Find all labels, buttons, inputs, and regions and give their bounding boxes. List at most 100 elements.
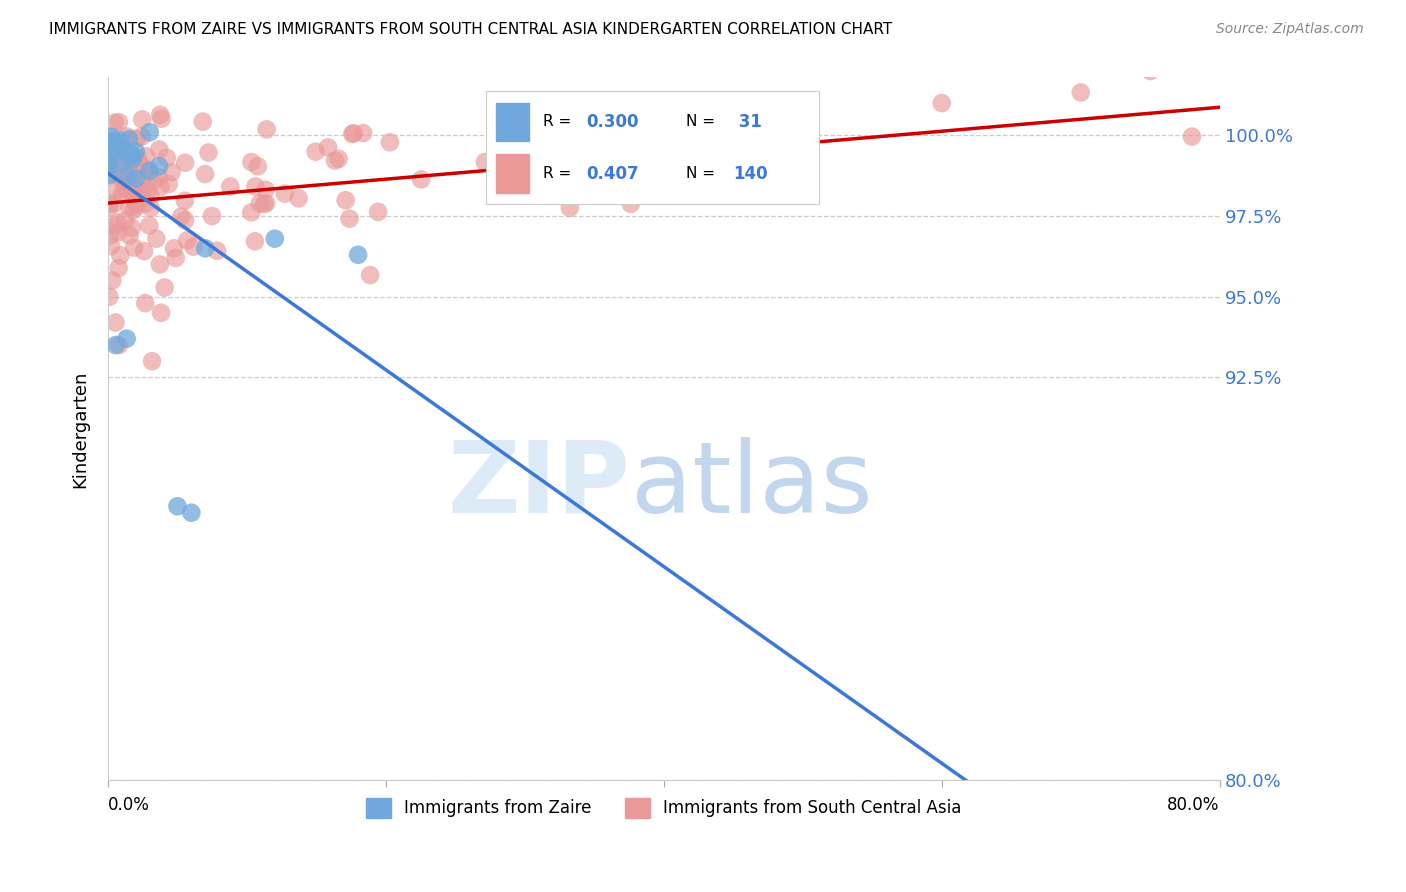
Point bbox=[128, 155, 150, 169]
Point bbox=[118, 200, 141, 214]
Point bbox=[567, 162, 589, 177]
Point bbox=[693, 170, 716, 185]
Point bbox=[174, 155, 197, 169]
Point bbox=[149, 108, 172, 122]
Point bbox=[254, 183, 277, 197]
Point bbox=[98, 290, 121, 304]
Point bbox=[121, 220, 143, 235]
Point bbox=[287, 191, 309, 205]
Point bbox=[101, 161, 124, 176]
Point bbox=[135, 149, 157, 163]
Point bbox=[108, 154, 131, 169]
Point bbox=[125, 132, 148, 146]
Point bbox=[103, 158, 125, 172]
Point bbox=[141, 354, 163, 368]
Point bbox=[128, 192, 150, 206]
Point bbox=[678, 138, 700, 153]
Point bbox=[323, 153, 346, 168]
Point bbox=[117, 169, 139, 184]
Point bbox=[111, 145, 134, 159]
Point bbox=[534, 152, 557, 166]
Point bbox=[114, 213, 136, 227]
Point bbox=[205, 244, 228, 258]
Point bbox=[134, 296, 156, 310]
Point bbox=[114, 144, 136, 158]
Text: IMMIGRANTS FROM ZAIRE VS IMMIGRANTS FROM SOUTH CENTRAL ASIA KINDERGARTEN CORRELA: IMMIGRANTS FROM ZAIRE VS IMMIGRANTS FROM… bbox=[49, 22, 893, 37]
Point bbox=[342, 126, 364, 140]
Point bbox=[756, 178, 779, 192]
Point bbox=[111, 187, 134, 202]
Point bbox=[148, 159, 170, 173]
Point bbox=[138, 165, 160, 179]
Point bbox=[100, 137, 122, 152]
Point bbox=[342, 127, 364, 141]
Point bbox=[191, 114, 214, 128]
Text: atlas: atlas bbox=[630, 436, 872, 533]
Point bbox=[166, 500, 188, 514]
Point bbox=[681, 156, 703, 170]
Point bbox=[129, 185, 152, 199]
Point bbox=[253, 197, 276, 211]
Point bbox=[107, 260, 129, 275]
Point bbox=[98, 201, 121, 215]
Point bbox=[103, 134, 125, 148]
Point bbox=[194, 167, 217, 181]
Point bbox=[769, 141, 792, 155]
Point bbox=[110, 156, 132, 170]
Point bbox=[121, 153, 143, 167]
Point bbox=[111, 162, 134, 177]
Point bbox=[125, 196, 148, 211]
Point bbox=[620, 197, 643, 211]
Point bbox=[139, 187, 162, 202]
Point bbox=[118, 147, 141, 161]
Point bbox=[194, 241, 217, 255]
Point bbox=[263, 232, 285, 246]
Point bbox=[107, 215, 129, 229]
Point bbox=[411, 172, 433, 186]
Point bbox=[138, 164, 160, 178]
Point bbox=[240, 155, 263, 169]
Point bbox=[98, 196, 121, 211]
Point bbox=[706, 95, 728, 109]
Point bbox=[118, 228, 141, 243]
Point bbox=[149, 180, 172, 194]
Point bbox=[100, 129, 122, 144]
Point bbox=[153, 280, 176, 294]
Point bbox=[125, 145, 148, 159]
Point bbox=[150, 112, 173, 126]
Point bbox=[108, 338, 131, 352]
Point bbox=[160, 165, 183, 179]
Point bbox=[790, 186, 813, 201]
Point bbox=[138, 219, 160, 233]
Point bbox=[125, 199, 148, 213]
Point bbox=[359, 268, 381, 282]
Point bbox=[134, 161, 156, 176]
Point bbox=[104, 338, 127, 352]
Point bbox=[127, 152, 149, 166]
Text: 0.0%: 0.0% bbox=[108, 797, 150, 814]
Point bbox=[104, 115, 127, 129]
Point bbox=[122, 203, 145, 218]
Point bbox=[347, 248, 370, 262]
Point bbox=[101, 274, 124, 288]
Point bbox=[125, 171, 148, 186]
Point bbox=[131, 129, 153, 144]
Point bbox=[103, 219, 125, 233]
Point bbox=[157, 177, 180, 191]
Point bbox=[118, 132, 141, 146]
Point bbox=[108, 169, 131, 184]
Point bbox=[115, 332, 138, 346]
Point bbox=[183, 239, 205, 253]
Point bbox=[101, 187, 124, 202]
Point bbox=[100, 135, 122, 149]
Point bbox=[274, 186, 297, 201]
Point bbox=[114, 174, 136, 188]
Point bbox=[121, 188, 143, 202]
Point bbox=[474, 155, 496, 169]
Point bbox=[143, 173, 166, 187]
Point bbox=[378, 136, 401, 150]
Point bbox=[156, 151, 179, 165]
Point bbox=[240, 205, 263, 219]
Point bbox=[163, 241, 186, 255]
Point bbox=[367, 205, 389, 219]
